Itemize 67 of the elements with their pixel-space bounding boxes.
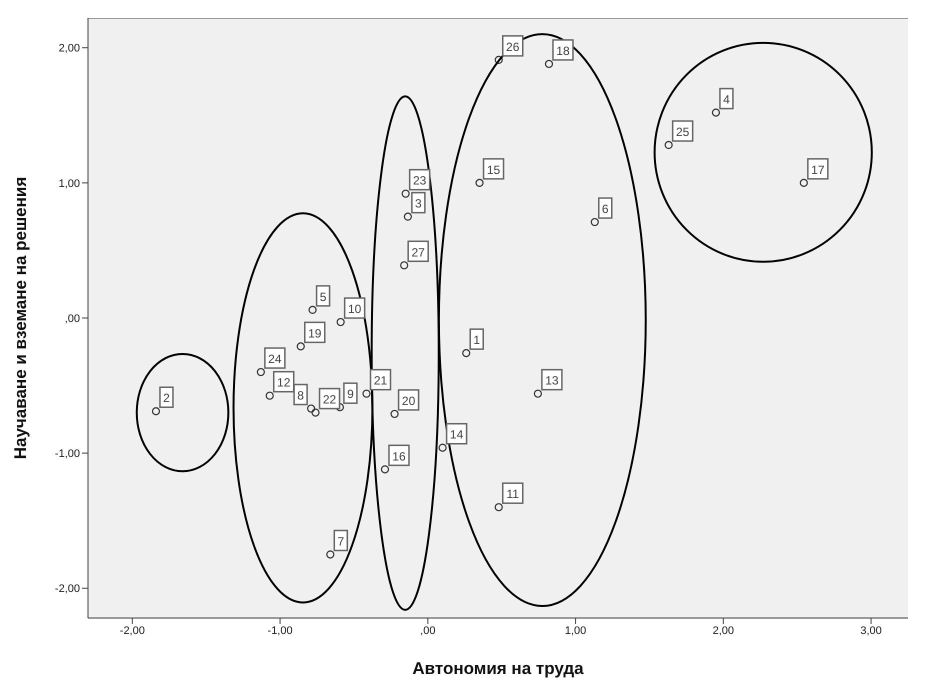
annotation: 4 (723, 92, 730, 107)
point (475, 178, 484, 187)
annotation: 22 (322, 392, 337, 407)
annotation: 8 (297, 388, 304, 403)
y-axis-title: Научаване и вземане на решения (11, 176, 30, 460)
point (152, 407, 160, 416)
point (380, 465, 390, 474)
annotation: 23 (412, 174, 427, 188)
annotation: 11 (506, 487, 520, 502)
x-tick-label: -2,00 (120, 624, 145, 637)
annotation: 25 (676, 125, 690, 140)
point (296, 342, 305, 350)
point (266, 392, 274, 400)
annotation: 18 (556, 44, 570, 58)
annotation: 5 (320, 290, 327, 304)
x-tick-label: 3,00 (860, 624, 882, 637)
x-tick-label: ,00 (420, 624, 436, 637)
y-tick-label: 2,00 (58, 42, 80, 55)
y-tick-label: -1,00 (54, 448, 80, 460)
point (404, 212, 412, 221)
point (400, 261, 408, 270)
x-tick-label: 2,00 (712, 624, 734, 637)
annotation: 13 (545, 374, 559, 388)
point (390, 410, 399, 418)
y-tick-label: 1,00 (58, 178, 80, 190)
point (494, 503, 503, 512)
annotation: 21 (374, 374, 388, 388)
point (712, 108, 720, 117)
annotation: 26 (506, 40, 520, 54)
annotation: 15 (486, 162, 501, 177)
annotation: 19 (308, 326, 322, 340)
point (800, 178, 808, 187)
annotation: 27 (412, 245, 426, 260)
annotation: 24 (268, 352, 282, 366)
point (307, 404, 316, 413)
x-axis-title: Автономия на труда (412, 659, 584, 678)
annotation: 6 (602, 202, 609, 216)
x-tick-label: -1,00 (268, 624, 293, 637)
y-tick-label: ,00 (64, 312, 80, 325)
annotation: 2 (163, 391, 170, 406)
annotation: 12 (277, 376, 291, 390)
point (336, 318, 345, 326)
point (256, 368, 265, 376)
annotation: 7 (337, 534, 344, 548)
annotation: 1 (473, 333, 480, 348)
point (590, 218, 599, 226)
annotation: 16 (392, 449, 406, 464)
point (494, 56, 503, 64)
point (462, 349, 470, 358)
annotation: 9 (347, 387, 354, 402)
point (308, 306, 317, 314)
point (336, 403, 344, 412)
point (326, 550, 334, 559)
annotation: 3 (415, 196, 422, 211)
y-tick-label: -2,00 (54, 583, 80, 596)
annotation: 20 (402, 394, 416, 408)
annotation: 17 (811, 162, 825, 177)
point (544, 60, 554, 68)
annotation: 14 (450, 428, 464, 442)
point (362, 390, 371, 398)
point (534, 390, 542, 398)
point (402, 190, 410, 198)
point (311, 408, 320, 417)
point (438, 444, 447, 452)
x-tick-label: 1,00 (564, 624, 586, 637)
annotation: 10 (348, 302, 362, 316)
point (664, 140, 673, 150)
